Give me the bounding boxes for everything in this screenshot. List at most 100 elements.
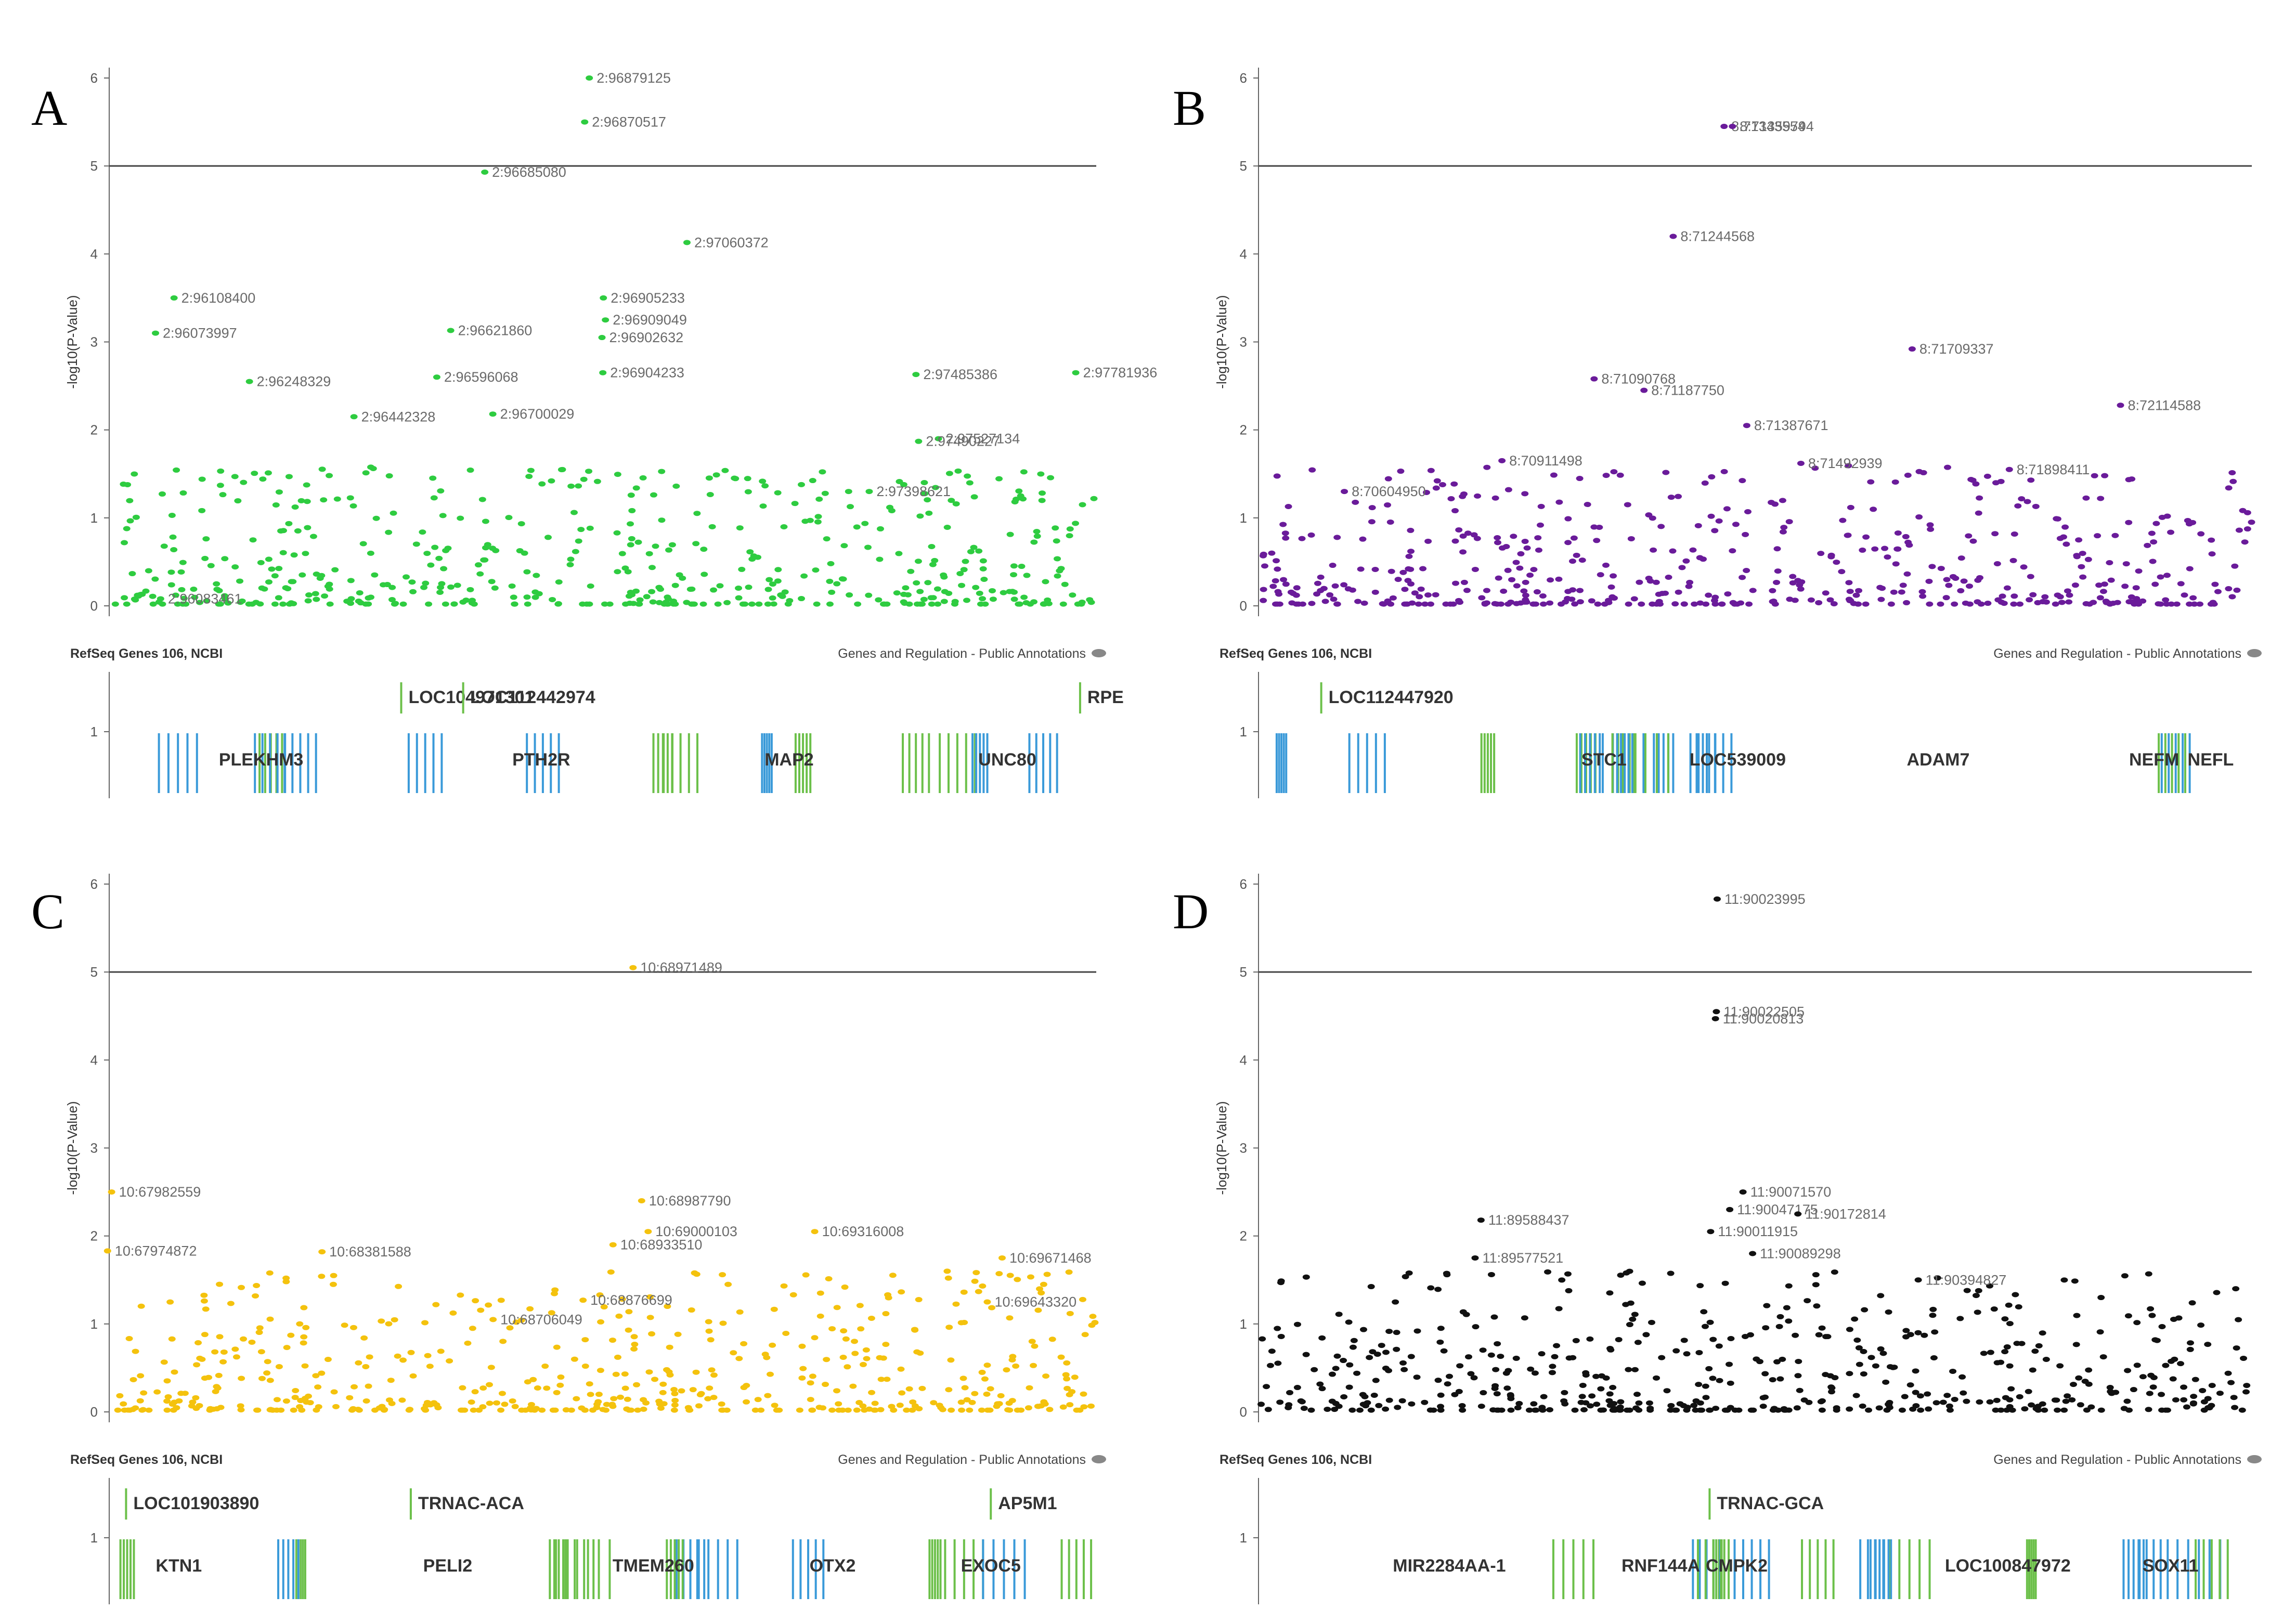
data-point: [774, 490, 782, 496]
exon-bar: [933, 1539, 936, 1599]
data-point: [968, 1399, 976, 1405]
data-point: [739, 601, 747, 607]
data-point: [304, 525, 312, 530]
data-point: [1335, 1312, 1343, 1317]
data-point: [330, 1273, 338, 1278]
data-point: [264, 1359, 271, 1365]
data-point: [770, 601, 777, 607]
data-point: [216, 1334, 224, 1340]
data-point: [1515, 1400, 1523, 1406]
data-point: [2097, 496, 2105, 501]
data-point: [2112, 1390, 2120, 1395]
data-point: [1724, 591, 1732, 597]
data-point: [1346, 1362, 1354, 1368]
data-point: [1663, 1388, 1671, 1394]
data-point: [163, 1407, 171, 1413]
gene-label: ADAM7: [1907, 750, 1970, 770]
data-point: [1324, 1406, 1331, 1412]
snp-point: [811, 1229, 819, 1235]
data-point: [538, 1407, 546, 1413]
data-point: [1503, 1385, 1511, 1391]
data-point: [423, 551, 431, 556]
data-point: [815, 1405, 823, 1410]
data-point: [986, 1407, 994, 1413]
exon-bar: [574, 1539, 576, 1599]
data-point: [1069, 592, 1076, 598]
data-point: [1348, 1407, 1356, 1413]
data-point: [2214, 589, 2222, 594]
exon-bar: [1493, 733, 1496, 793]
data-point: [163, 1378, 171, 1384]
exon-bar: [2219, 1539, 2221, 1599]
exon-bar: [1918, 1539, 1921, 1599]
data-point: [1815, 600, 1823, 605]
data-point: [2095, 582, 2103, 588]
data-point: [1957, 555, 1965, 561]
data-point: [1631, 1367, 1639, 1372]
exon-bar: [1689, 733, 1692, 793]
data-point: [1011, 499, 1019, 504]
data-point: [1878, 586, 1886, 591]
track-title: RefSeq Genes 106, NCBI: [70, 1452, 223, 1467]
data-point: [1773, 1359, 1781, 1365]
gene-label: PLEKHM3: [219, 750, 303, 770]
data-point: [116, 1393, 124, 1398]
data-point: [796, 1407, 803, 1413]
data-point: [137, 1373, 145, 1379]
data-point: [2015, 1304, 2022, 1309]
data-point: [1653, 601, 1661, 607]
data-point: [263, 1370, 271, 1376]
background-points: [1259, 463, 2255, 607]
data-point: [614, 569, 621, 575]
data-point: [1975, 510, 1982, 516]
snp-label: 2:97781936: [1083, 365, 1158, 381]
exon-bar: [1599, 733, 1601, 793]
data-point: [934, 601, 942, 607]
data-point: [1056, 568, 1063, 574]
exon-bar: [1692, 1539, 1694, 1599]
data-point: [914, 559, 922, 564]
data-point: [2190, 1400, 2198, 1406]
exon-bar: [717, 1539, 719, 1599]
data-point: [613, 530, 621, 536]
snp-point: [1341, 489, 1348, 495]
data-point: [346, 1395, 354, 1400]
data-point: [1623, 1407, 1631, 1413]
data-point: [1281, 530, 1289, 536]
data-point: [981, 1376, 989, 1382]
data-point: [849, 1383, 857, 1389]
data-point: [883, 601, 891, 607]
data-point: [1494, 535, 1501, 540]
data-point: [1054, 556, 1061, 562]
data-point: [2180, 1384, 2188, 1390]
data-point: [1071, 1374, 1079, 1380]
data-point: [403, 574, 410, 580]
data-point: [120, 1401, 127, 1407]
snp-point: [1590, 376, 1598, 382]
data-point: [2091, 473, 2098, 478]
data-point: [475, 1407, 483, 1413]
data-point: [954, 468, 962, 474]
data-point: [816, 1290, 824, 1296]
data-point: [1066, 1402, 1074, 1408]
data-point: [1990, 1306, 1998, 1312]
snp-label: 11:89577521: [1482, 1250, 1563, 1266]
data-point: [652, 543, 659, 549]
data-point: [538, 481, 546, 487]
data-point: [200, 1292, 208, 1298]
y-tick-label: 1: [1240, 510, 1247, 526]
data-point: [566, 562, 574, 567]
data-point: [489, 546, 497, 551]
data-point: [1776, 1376, 1784, 1382]
exon-bar: [1357, 733, 1359, 793]
snp-label: 11:90089298: [1760, 1246, 1841, 1262]
data-point: [657, 587, 665, 592]
track-title: RefSeq Genes 106, NCBI: [1220, 1452, 1372, 1467]
data-point: [1507, 1393, 1514, 1399]
data-point: [575, 483, 582, 489]
data-point: [474, 562, 482, 568]
exon-bar: [1572, 1539, 1575, 1599]
data-point: [1298, 536, 1306, 541]
snp-label: 10:69316008: [822, 1224, 904, 1239]
data-point: [1648, 1319, 1655, 1325]
